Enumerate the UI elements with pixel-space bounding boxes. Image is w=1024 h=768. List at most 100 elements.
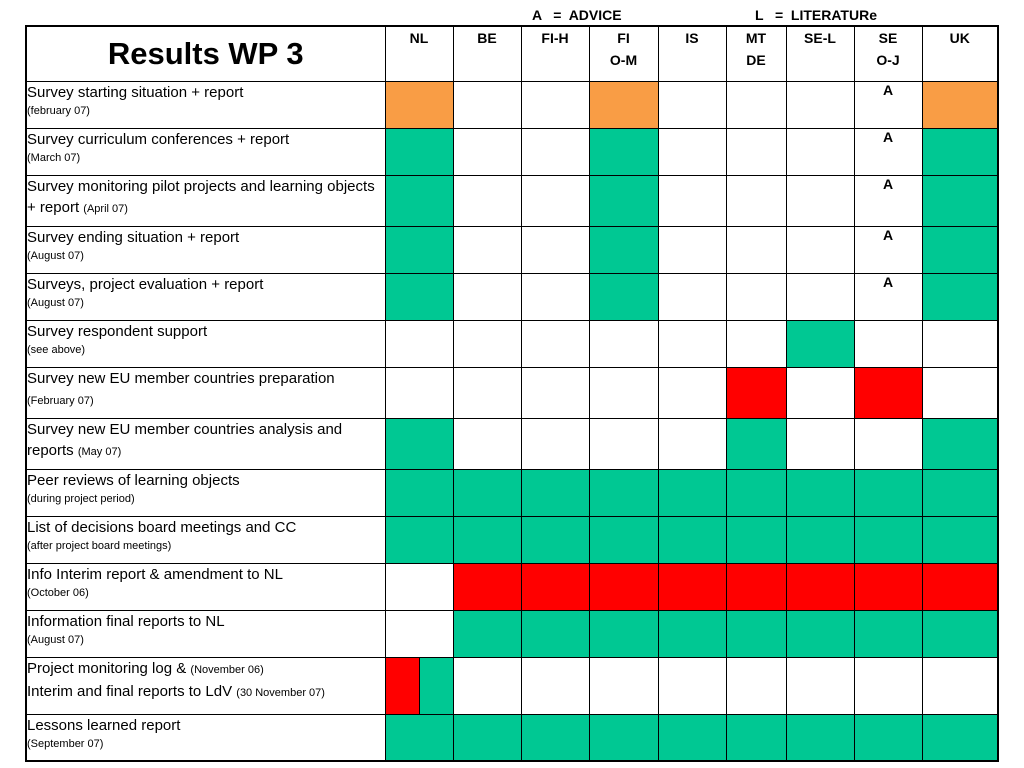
advice-marker: A (882, 175, 894, 192)
status-cell-fi-h (520, 468, 590, 517)
legend-literature: L = LITERATURe (755, 7, 877, 23)
task-cell: List of decisions board meetings and CC (… (25, 515, 386, 564)
table-row: Survey ending situation + report (August … (25, 225, 999, 274)
status-cell-se-o-j: A (853, 225, 923, 274)
status-cell-fi-h (520, 713, 590, 762)
status-cell-fi-h (520, 272, 590, 321)
status-cell-is (657, 127, 727, 176)
status-cell-be (452, 656, 522, 715)
status-cell-se-l (785, 468, 855, 517)
task-date: (May 07) (77, 445, 122, 458)
status-cell-mt-de (725, 272, 787, 321)
status-cell-se-l (785, 609, 855, 658)
status-cell-mt-de (725, 562, 787, 611)
task-label: Survey respondent support (27, 322, 208, 340)
status-cell-fi-h (520, 319, 590, 368)
status-cell-uk (921, 609, 999, 658)
task-label: Survey ending situation + report (27, 228, 240, 246)
task-cell: Info Interim report & amendment to NL (Oc… (25, 562, 386, 611)
task-label: Information final reports to NL (27, 612, 225, 630)
task-date: (August 07) (27, 249, 84, 262)
status-cell-mt-de (725, 174, 787, 227)
status-cell-uk (921, 417, 999, 470)
status-cell-fi-o-m (588, 127, 659, 176)
status-cell-se-l (785, 225, 855, 274)
status-cell-fi-h (520, 562, 590, 611)
status-cell-be (452, 468, 522, 517)
task-cell: Survey ending situation + report (August … (25, 225, 386, 274)
table-row: Peer reviews of learning objects (during … (25, 468, 999, 517)
task-date: (see above) (27, 343, 86, 356)
status-cell-is (657, 656, 727, 715)
status-cell-is (657, 174, 727, 227)
status-cell-fi-o-m (588, 225, 659, 274)
task-label: List of decisions board meetings and CC (27, 518, 297, 536)
table-row: Survey monitoring pilot projects and lea… (25, 174, 999, 227)
task-date-secondary: (30 November 07) (236, 686, 325, 699)
status-cell-se-o-j (853, 713, 923, 762)
status-cell-se-o-j (853, 468, 923, 517)
status-cell-mt-de (725, 417, 787, 470)
status-cell-uk (921, 562, 999, 611)
task-label: Project monitoring log & (27, 659, 187, 677)
status-cell-fi-o-m (588, 319, 659, 368)
table-row: List of decisions board meetings and CC (… (25, 515, 999, 564)
task-date: (August 07) (27, 296, 84, 309)
status-cell-is (657, 468, 727, 517)
status-cell-fi-o-m (588, 417, 659, 470)
status-cell-mt-de (725, 515, 787, 564)
status-cell-be (452, 127, 522, 176)
status-cell-nl (384, 468, 454, 517)
status-cell-fi-o-m (588, 468, 659, 517)
status-cell-uk (921, 127, 999, 176)
task-date: (September 07) (27, 737, 104, 750)
status-cell-nl (384, 562, 454, 611)
table-row: Information final reports to NL (August 0… (25, 609, 999, 658)
task-date: (during project period) (27, 492, 135, 505)
status-cell-nl (384, 366, 454, 419)
status-cell-se-l (785, 80, 855, 129)
status-cell-nl (384, 713, 454, 762)
column-header-label: FI (617, 30, 630, 46)
status-cell-se-o-j: A (853, 174, 923, 227)
status-cell-mt-de (725, 366, 787, 419)
advice-marker: A (882, 81, 894, 98)
status-cell-fi-o-m (588, 366, 659, 419)
status-cell-fi-h (520, 656, 590, 715)
task-cell: Survey new EU member countries analysis … (25, 417, 386, 470)
status-cell-se-l (785, 713, 855, 762)
task-label: Info Interim report & amendment to NL (27, 565, 283, 583)
column-header-label: BE (477, 30, 497, 46)
status-cell-nl (384, 417, 454, 470)
status-cell-is (657, 562, 727, 611)
task-cell: Information final reports to NL (August 0… (25, 609, 386, 658)
task-cell: Survey curriculum conferences + report (M… (25, 127, 386, 176)
status-cell-uk (921, 468, 999, 517)
column-header-label: SE-L (804, 30, 836, 46)
column-header-fi-o-m: FI O-M (588, 25, 659, 82)
status-cell-nl (384, 319, 454, 368)
status-cell-se-l (785, 515, 855, 564)
status-cell-mt-de (725, 127, 787, 176)
column-header-label: IS (685, 30, 699, 46)
table-row: Survey new EU member countries preparati… (25, 366, 999, 419)
status-cell-uk (921, 80, 999, 129)
status-cell-is (657, 609, 727, 658)
status-cell-nl (384, 174, 454, 227)
task-label: Survey starting situation + report (27, 83, 244, 101)
task-cell: Peer reviews of learning objects (during … (25, 468, 386, 517)
table-row: Surveys, project evaluation + report (Aug… (25, 272, 999, 321)
status-cell-fi-h (520, 609, 590, 658)
status-cell-se-l (785, 417, 855, 470)
status-cell-uk (921, 174, 999, 227)
column-header-se-l: SE-L (785, 25, 855, 82)
column-header-be: BE (452, 25, 522, 82)
status-cell-uk (921, 656, 999, 715)
task-label: Surveys, project evaluation + report (27, 275, 264, 293)
status-cell-fi-o-m (588, 562, 659, 611)
status-cell-is (657, 319, 727, 368)
status-cell-fi-h (520, 174, 590, 227)
status-cell-fi-h (520, 515, 590, 564)
status-cell-fi-o-m (588, 713, 659, 762)
advice-marker: A (882, 226, 894, 243)
